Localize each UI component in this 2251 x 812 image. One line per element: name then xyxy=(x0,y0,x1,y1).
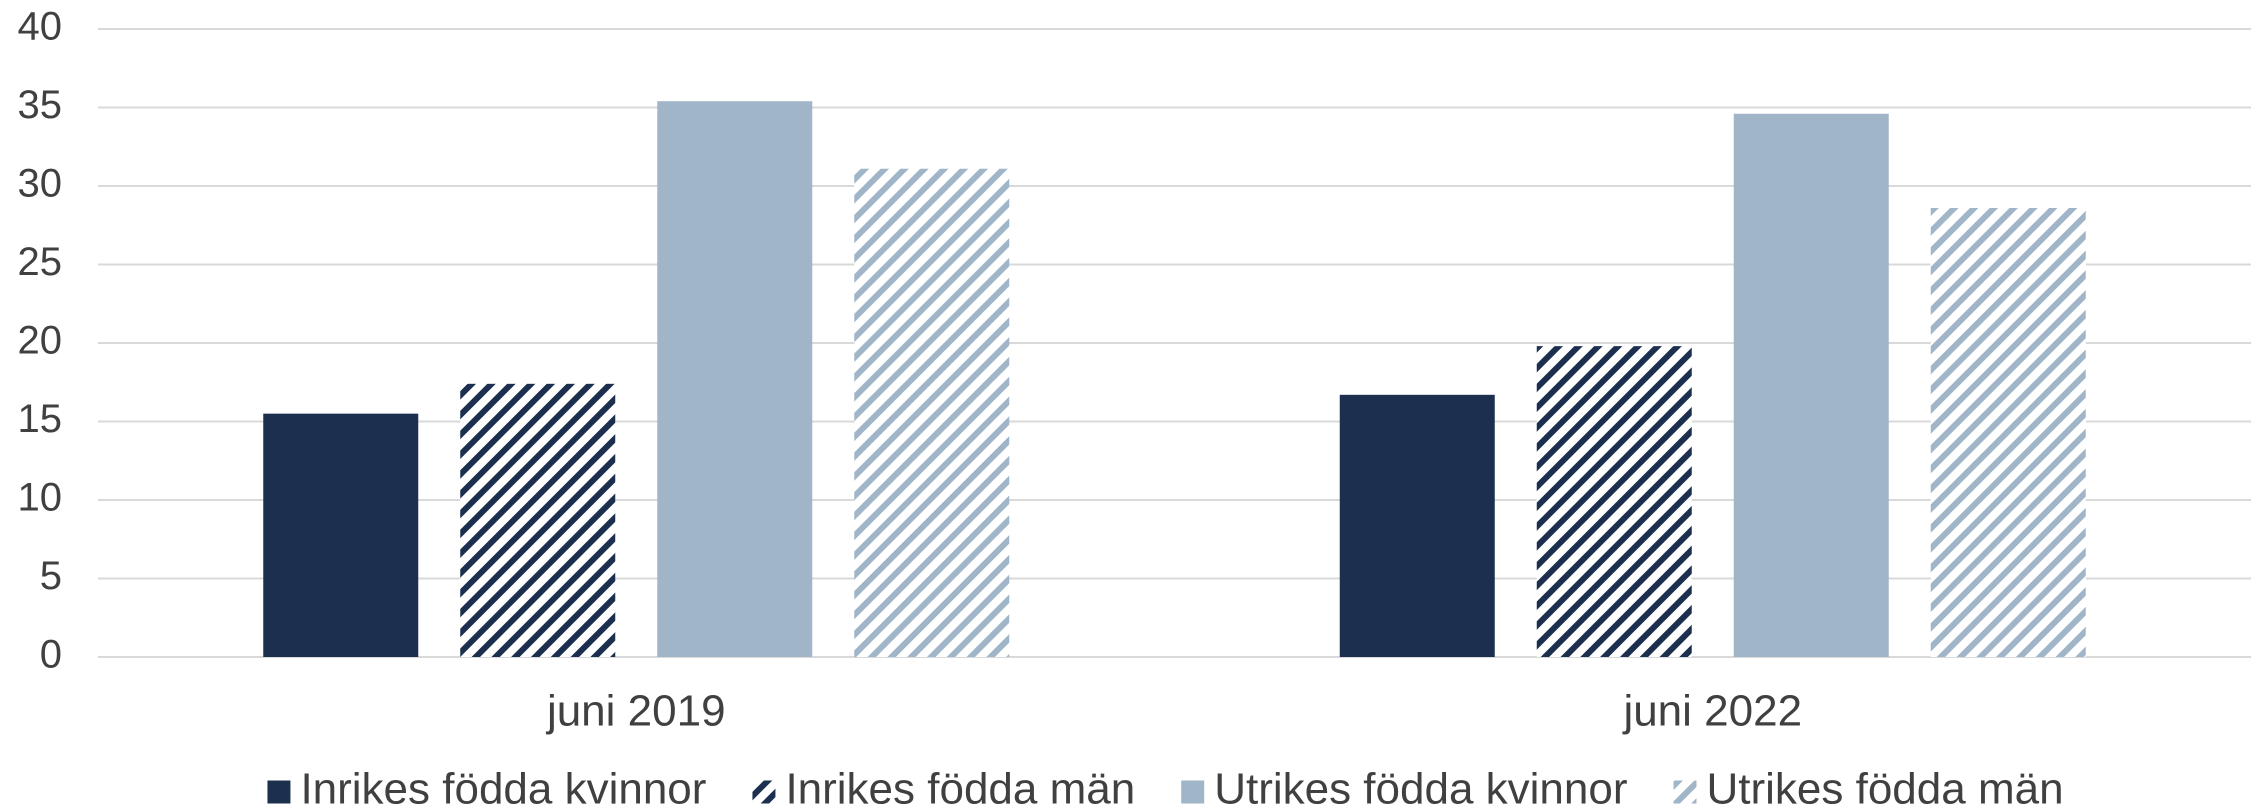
x-tick-label: juni 2022 xyxy=(1621,687,1802,736)
bar xyxy=(854,168,1010,658)
legend-label: Utrikes födda kvinnor xyxy=(1214,765,1627,812)
bar xyxy=(1339,394,1495,657)
bar xyxy=(1733,113,1889,657)
legend-label: Utrikes födda män xyxy=(1706,765,2063,812)
legend-swatch xyxy=(267,780,291,804)
bar xyxy=(657,101,813,658)
legend-swatch xyxy=(752,780,776,804)
legend-label: Inrikes födda kvinnor xyxy=(300,765,706,812)
y-tick-label: 25 xyxy=(18,240,63,284)
y-tick-label: 0 xyxy=(40,633,62,677)
legend-item: Inrikes födda män xyxy=(752,765,1135,812)
legend-item: Utrikes födda kvinnor xyxy=(1181,765,1627,812)
x-tick-label: juni 2019 xyxy=(545,687,726,736)
y-tick-label: 20 xyxy=(18,319,63,363)
y-tick-label: 30 xyxy=(18,162,63,206)
legend-swatch xyxy=(1181,780,1205,804)
y-tick-label: 5 xyxy=(40,554,62,598)
legend-label: Inrikes födda män xyxy=(785,765,1135,812)
y-tick-label: 35 xyxy=(18,83,63,127)
y-tick-label: 15 xyxy=(18,397,63,441)
legend-item: Inrikes födda kvinnor xyxy=(267,765,706,812)
y-tick-label: 40 xyxy=(18,5,63,49)
legend-swatch xyxy=(1673,780,1697,804)
bar xyxy=(263,413,419,657)
bar xyxy=(460,383,616,657)
y-tick-label: 10 xyxy=(18,476,63,520)
legend: Inrikes födda kvinnor Inrikes födda män Ut… xyxy=(267,765,2064,812)
legend-item: Utrikes födda män xyxy=(1673,765,2064,812)
bar xyxy=(1930,207,2086,658)
bar xyxy=(1536,346,1692,657)
